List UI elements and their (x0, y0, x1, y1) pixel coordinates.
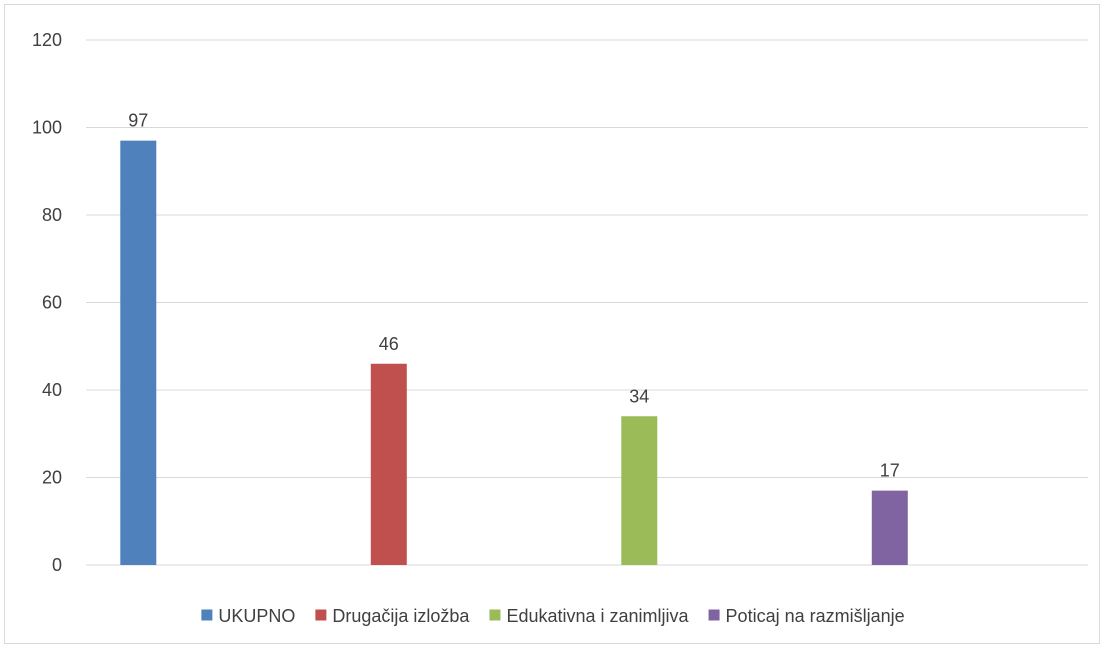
y-tick-label: 20 (42, 468, 62, 488)
legend-swatch (489, 609, 501, 621)
bar-3 (621, 416, 658, 565)
legend-item-1: UKUPNO (201, 606, 295, 626)
legend-label: Poticaj na razmišljanje (726, 606, 905, 626)
legend-label: Drugačija izložba (332, 606, 470, 626)
legend: UKUPNO Drugačija izložba Edukativna i zani… (201, 606, 905, 626)
y-axis-tick-labels: 0 20 40 60 80 100 120 (32, 30, 62, 575)
y-tick-label: 100 (32, 118, 62, 138)
legend-item-4: Poticaj na razmišljanje (708, 606, 905, 626)
legend-item-2: Drugačija izložba (315, 606, 470, 626)
chart-frame (4, 4, 1100, 644)
y-tick-label: 0 (52, 555, 62, 575)
y-tick-label: 60 (42, 293, 62, 313)
bar-4 (871, 490, 908, 565)
bar-2 (370, 363, 407, 565)
gridlines (86, 39, 1088, 566)
legend-label: UKUPNO (218, 606, 295, 626)
data-label-4: 17 (880, 461, 900, 481)
data-label-2: 46 (379, 334, 399, 354)
data-labels: 97 46 34 17 (128, 111, 900, 481)
data-label-3: 34 (629, 386, 649, 406)
legend-label: Edukativna i zanimljiva (506, 606, 689, 626)
legend-swatch (708, 609, 720, 621)
legend-item-3: Edukativna i zanimljiva (489, 606, 690, 626)
y-tick-label: 40 (42, 380, 62, 400)
data-label-1: 97 (128, 111, 148, 131)
bar-1 (120, 140, 157, 565)
legend-swatch (315, 609, 327, 621)
y-tick-label: 80 (42, 205, 62, 225)
y-tick-label: 120 (32, 30, 62, 50)
bars (120, 140, 908, 565)
legend-swatch (201, 609, 213, 621)
